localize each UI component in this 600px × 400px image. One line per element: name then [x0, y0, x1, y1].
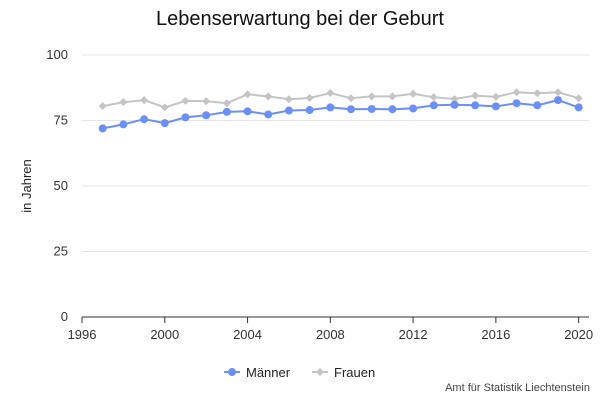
data-point	[222, 99, 231, 108]
data-point	[450, 100, 459, 109]
axes: 0 25 50 75 100 1996 2000 2004 2008 2012 2016 2020 in…	[19, 47, 593, 342]
x-tick-label: 2012	[399, 327, 428, 342]
data-point	[140, 96, 149, 105]
data-point	[326, 103, 335, 112]
x-tick-label: 2016	[481, 327, 510, 342]
chart-title: Lebenserwartung bei der Geburt	[156, 8, 444, 30]
data-point	[512, 99, 521, 108]
data-point	[305, 106, 314, 115]
data-point	[119, 120, 128, 129]
data-point	[471, 91, 480, 100]
data-point	[429, 101, 438, 110]
data-point	[471, 101, 480, 110]
data-point	[264, 92, 273, 101]
legend-label: Männer	[246, 365, 291, 380]
data-point	[202, 111, 211, 120]
data-point	[574, 103, 583, 112]
series-männer	[98, 96, 583, 133]
x-tick-label: 2000	[150, 327, 179, 342]
data-point	[388, 105, 397, 114]
data-point	[347, 94, 356, 103]
legend-item-männer: Männer	[224, 365, 291, 380]
y-tick-label: 50	[54, 178, 68, 193]
y-tick-label: 75	[54, 113, 68, 128]
data-point	[553, 96, 562, 105]
data-point	[160, 119, 169, 128]
data-point	[98, 102, 107, 111]
x-tick-label: 2008	[316, 327, 345, 342]
data-point	[326, 88, 335, 97]
data-point	[409, 89, 418, 98]
data-point	[574, 94, 583, 103]
data-point	[98, 124, 107, 133]
data-point	[533, 101, 542, 110]
x-tick-label: 1996	[68, 327, 97, 342]
data-point	[222, 107, 231, 116]
x-tick-label: 2020	[564, 327, 593, 342]
data-point	[367, 104, 376, 113]
data-point	[284, 106, 293, 115]
data-point	[409, 104, 418, 113]
data-point	[512, 88, 521, 97]
data-point	[284, 95, 293, 104]
source-credit: Amt für Statistik Liechtenstein	[445, 382, 590, 394]
data-point	[388, 92, 397, 101]
grid-lines	[82, 54, 589, 252]
data-point	[202, 97, 211, 106]
legend-item-frauen: Frauen	[312, 365, 375, 380]
y-tick-label: 100	[46, 47, 68, 62]
data-point	[243, 107, 252, 116]
series-line	[102, 91, 579, 109]
series-lines	[98, 88, 583, 133]
data-point	[264, 110, 273, 119]
data-point	[305, 93, 314, 102]
data-point	[181, 113, 190, 122]
series-frauen	[98, 88, 583, 112]
data-point	[429, 93, 438, 102]
data-point	[491, 92, 500, 101]
legend-marker	[316, 368, 324, 376]
y-tick-label: 25	[54, 244, 68, 259]
data-point	[491, 102, 500, 111]
y-axis-label: in Jahren	[19, 159, 34, 212]
data-point	[553, 88, 562, 97]
data-point	[140, 115, 149, 124]
legend: Männer Frauen	[224, 365, 375, 380]
data-point	[181, 96, 190, 105]
legend-label: Frauen	[334, 365, 375, 380]
legend-marker	[228, 368, 236, 376]
y-tick-label: 0	[61, 309, 68, 324]
data-point	[243, 90, 252, 99]
data-point	[533, 89, 542, 98]
x-tick-label: 2004	[233, 327, 262, 342]
data-point	[347, 105, 356, 114]
data-point	[119, 98, 128, 107]
data-point	[160, 103, 169, 112]
data-point	[367, 92, 376, 101]
data-point	[450, 95, 459, 104]
